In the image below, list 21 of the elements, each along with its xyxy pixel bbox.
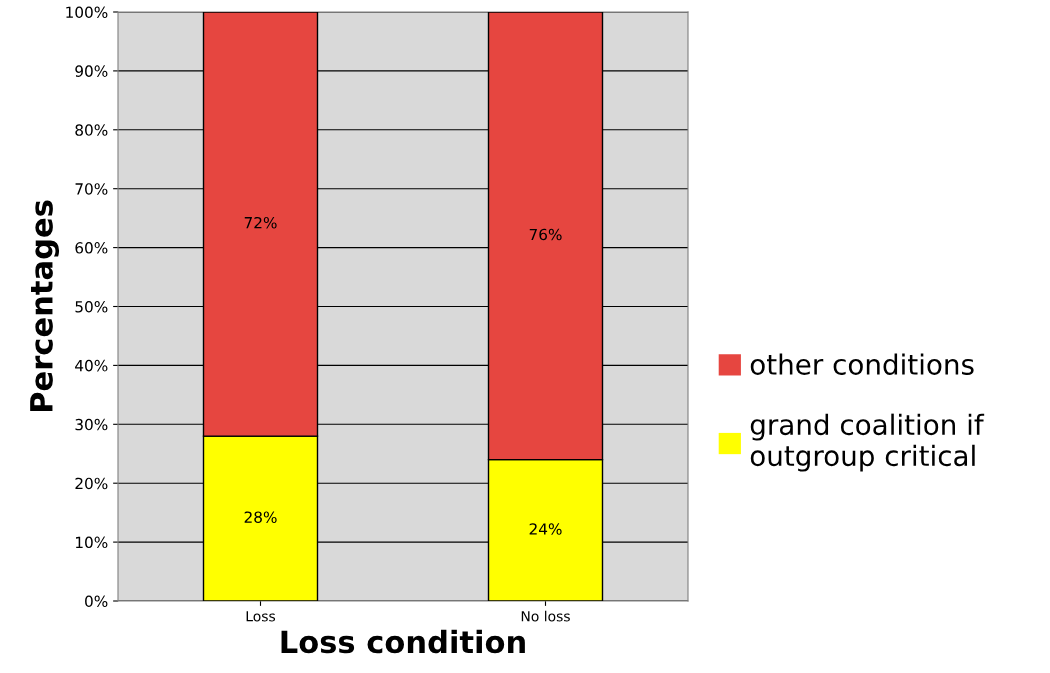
y-tick-label: 10% [76,536,108,549]
y-tick-label: 0% [85,595,108,608]
legend-label: grand coalition if outgroup critical [750,413,985,472]
data-label: 24% [529,523,562,535]
y-tick-label: 50% [75,300,108,313]
x-axis-title: Loss condition [281,629,525,654]
y-tick-label: 60% [75,242,108,254]
y-tick-label: 80% [75,124,108,136]
data-label: 28% [244,511,277,523]
x-tick-label: No loss [521,610,570,622]
y-tick-label: 100% [66,6,108,19]
y-axis-title: Percentages [30,200,60,412]
data-label: 76% [529,228,562,241]
y-tick-label: 20% [75,477,108,490]
y-tick-label: 30% [75,418,108,431]
data-label: 72% [244,216,277,229]
x-tick-label: Loss [246,611,276,622]
y-tick-label: 40% [75,359,108,372]
y-tick-label: 70% [75,183,108,195]
y-tick-label: 90% [75,65,108,77]
legend-label: other conditions [750,353,974,375]
